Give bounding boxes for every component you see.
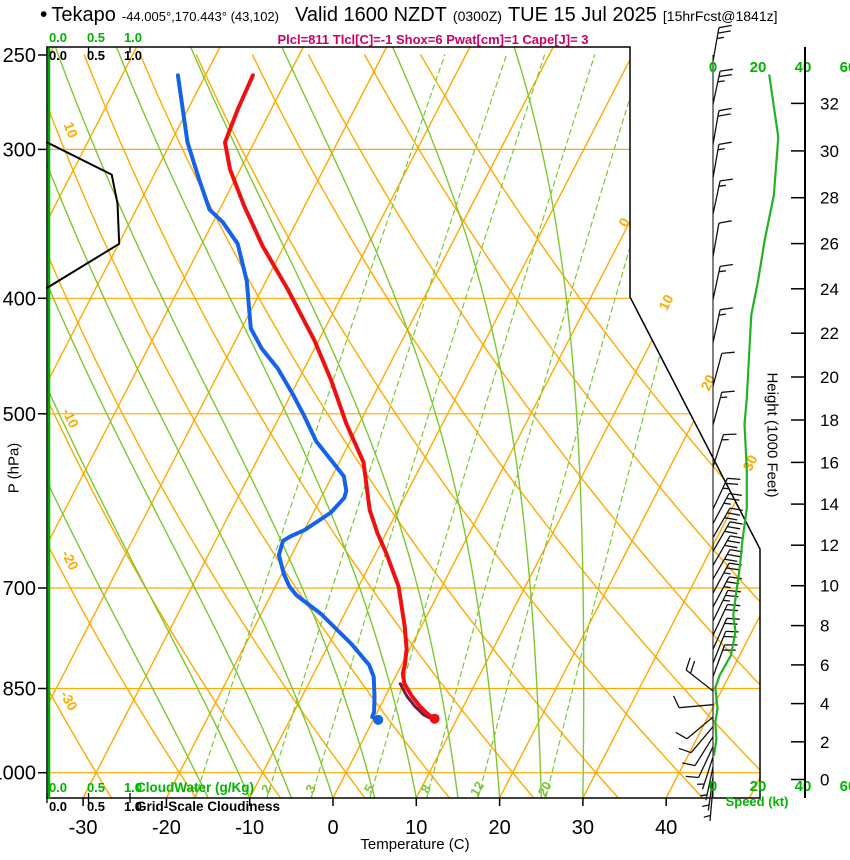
valid-time-utc: (0300Z) — [452, 8, 502, 24]
svg-text:28: 28 — [820, 189, 839, 208]
svg-text:-10: -10 — [235, 817, 264, 839]
sounding-indices: Plcl=811 Tlcl[C]=-1 Shox=6 Pwat[cm]=1 Ca… — [277, 32, 589, 47]
pressure-axis-label: P (hPa) — [5, 442, 23, 494]
valid-date: TUE 15 Jul 2025 — [507, 4, 657, 26]
cloudiness-scale-top-2: 1.0 — [123, 48, 143, 63]
temperature-axis-label: Temperature (C) — [360, 836, 470, 853]
svg-text:8: 8 — [417, 782, 434, 796]
svg-text:40: 40 — [655, 817, 677, 839]
svg-text:20: 20 — [820, 368, 839, 387]
cloudiness-scale-bottom-1: 0.5 — [86, 799, 106, 814]
svg-text:20: 20 — [750, 59, 767, 76]
cloudiness-axis-label: Grid-Scale Cloudiness — [136, 799, 281, 814]
height-axis-label: Height (1000 Feet) — [763, 372, 781, 498]
svg-text:22: 22 — [820, 324, 839, 343]
cloudwater-scale-bottom-2: 1.0 — [123, 780, 143, 795]
station-name: Tekapo — [51, 4, 116, 26]
wind-barbs — [673, 24, 743, 821]
svg-text:-30: -30 — [57, 688, 81, 714]
dewpoint-curve — [175, 73, 384, 725]
svg-text:0: 0 — [820, 771, 829, 790]
forecast-hour: [15hrFcst@1841z] — [662, 8, 778, 24]
cloudwater-scale-bottom-0: 0.0 — [48, 780, 68, 795]
svg-text:32: 32 — [820, 94, 839, 113]
svg-text:20: 20 — [534, 779, 554, 799]
svg-text:12: 12 — [820, 536, 839, 555]
grid-lines — [47, 47, 760, 798]
svg-text:4: 4 — [820, 695, 829, 714]
svg-text:20: 20 — [488, 817, 510, 839]
svg-text:6: 6 — [820, 656, 829, 675]
svg-text:60: 60 — [840, 59, 850, 76]
svg-text:60: 60 — [840, 778, 850, 795]
svg-text:5: 5 — [361, 782, 378, 796]
svg-text:40: 40 — [795, 59, 812, 76]
svg-text:8: 8 — [820, 617, 829, 636]
valid-time: Valid 1600 NZDT — [294, 4, 447, 26]
svg-text:-20: -20 — [58, 547, 82, 573]
svg-text:20: 20 — [750, 778, 767, 795]
svg-text:-20: -20 — [152, 817, 181, 839]
chart-title: • Tekapo -44.005°,170.443° (43,102) Vali… — [40, 3, 778, 27]
svg-text:26: 26 — [820, 235, 839, 254]
cloudwater-scale-top-1: 0.5 — [86, 30, 106, 45]
svg-text:0: 0 — [709, 59, 717, 76]
svg-text:1000: 1000 — [0, 763, 36, 785]
cloudwater-scale-top-2: 1.0 — [123, 30, 143, 45]
svg-text:2: 2 — [258, 782, 275, 796]
svg-text:250: 250 — [3, 45, 36, 67]
svg-text:30: 30 — [739, 452, 760, 473]
svg-text:300: 300 — [3, 139, 36, 161]
svg-text:500: 500 — [3, 404, 36, 426]
svg-text:400: 400 — [3, 288, 36, 310]
svg-text:40: 40 — [795, 778, 812, 795]
cloudwater-axis-label: CloudWater (g/Kg) — [136, 780, 254, 795]
svg-text:16: 16 — [820, 453, 839, 472]
svg-text:30: 30 — [820, 142, 839, 161]
svg-text:-10: -10 — [59, 405, 82, 430]
svg-text:10: 10 — [655, 292, 676, 313]
svg-text:0: 0 — [709, 778, 717, 795]
cloudwater-scale-top-0: 0.0 — [48, 30, 68, 45]
temperature-curve — [223, 73, 440, 724]
svg-text:10: 10 — [61, 120, 82, 141]
svg-text:14: 14 — [820, 495, 839, 514]
svg-text:0: 0 — [327, 817, 338, 839]
speed-axis-label: Speed (kt) — [725, 794, 789, 809]
cloudiness-scale-top-0: 0.0 — [48, 48, 68, 63]
station-coordinates: -44.005°,170.443° (43,102) — [121, 9, 279, 24]
speed-tick-labels: 00202040406060 — [709, 59, 850, 795]
svg-text:18: 18 — [820, 411, 839, 430]
svg-text:10: 10 — [820, 577, 839, 596]
wind-speed-profile — [712, 74, 780, 756]
svg-text:10: 10 — [405, 817, 427, 839]
svg-text:2: 2 — [820, 733, 829, 752]
svg-text:24: 24 — [820, 280, 839, 299]
svg-text:30: 30 — [572, 817, 594, 839]
parcel-curve — [398, 682, 433, 721]
svg-text:12: 12 — [467, 779, 487, 799]
svg-text:850: 850 — [3, 679, 36, 701]
svg-text:3: 3 — [302, 782, 319, 796]
cloudiness-scale-bottom-0: 0.0 — [48, 799, 68, 814]
cloudiness-scale-bottom-2: 1.0 — [123, 799, 143, 814]
cloudiness-scale-top-1: 0.5 — [86, 48, 106, 63]
svg-text:700: 700 — [3, 578, 36, 600]
cloudwater-scale-bottom-1: 0.5 — [86, 780, 106, 795]
station-bullet-icon: • — [40, 3, 48, 26]
svg-text:-30: -30 — [69, 817, 98, 839]
cloudiness-profile — [46, 141, 121, 289]
